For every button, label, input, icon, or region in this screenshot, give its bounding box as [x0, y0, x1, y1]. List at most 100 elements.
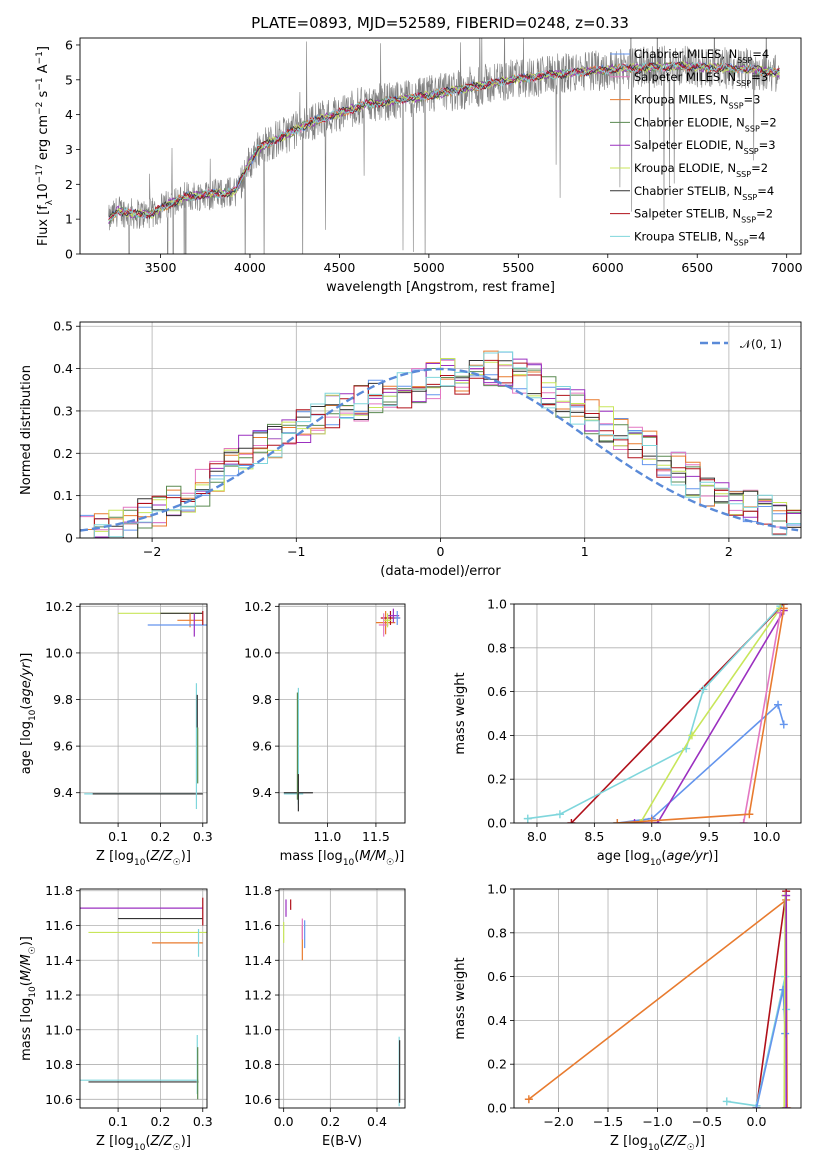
weight-marker — [687, 731, 696, 740]
x-tick-label: 5500 — [502, 260, 534, 275]
y-tick-label: 9.4 — [252, 785, 272, 800]
weight-marker — [613, 819, 622, 823]
weight-marker — [782, 891, 791, 900]
model-line-6 — [108, 61, 780, 220]
panel-mass_vs_ebv: 0.0 0.2 0.4 10.6 10.8 11.0 11.2 11.4 11.6 11.8 E(B… — [244, 883, 406, 1149]
y-tick-label: 11.8 — [45, 883, 73, 898]
weight-marker — [523, 814, 532, 823]
weight-marker — [630, 819, 639, 823]
x-axis-label: Z [log10(Z/Z☉)] — [96, 1134, 191, 1153]
panel-massweight_vs_age: 8.0 8.5 9.0 9.5 10.0 0.0 0.2 0.4 0.6 0.8 1.0 age [l… — [453, 597, 802, 868]
x-tick-label: 0.0 — [747, 1114, 767, 1129]
x-axis-label: E(B-V) — [322, 1134, 362, 1149]
legend-label: Salpeter ELODIE, NSSP=3 — [634, 138, 776, 156]
y-tick-label: 4 — [65, 107, 73, 122]
weight-marker — [779, 604, 788, 613]
x-tick-label: 0.0 — [274, 1114, 294, 1129]
x-tick-label: 6000 — [592, 260, 624, 275]
x-tick-label: 7000 — [771, 260, 803, 275]
x-tick-label: 2 — [725, 544, 733, 559]
y-tick-label: 0.4 — [487, 1013, 507, 1028]
x-tick-label: −2.0 — [543, 1114, 573, 1129]
y-tick-label: 9.4 — [53, 785, 73, 800]
x-tick-label: 10.0 — [753, 829, 781, 844]
x-tick-label: 3500 — [145, 260, 177, 275]
y-tick-label: 0.6 — [487, 684, 507, 699]
y-tick-label: 0 — [65, 247, 73, 262]
x-axis-label: Z [log10(Z/Z☉)] — [96, 849, 191, 868]
y-tick-label: 1.0 — [487, 882, 507, 897]
y-tick-label: 10.2 — [45, 599, 73, 614]
y-tick-label: 0.8 — [487, 925, 507, 940]
clipped-marks — [283, 608, 401, 812]
y-axis-label: age [log10(age/yr)] — [19, 653, 38, 775]
panel-mass_vs_Z: 0.1 0.2 0.3 10.6 10.8 11.0 11.2 11.4 11.6 11.8 Z [… — [19, 883, 213, 1153]
x-tick-label: 0.2 — [150, 829, 170, 844]
weight-marker — [745, 810, 754, 819]
y-tick-label: 11.6 — [244, 918, 272, 933]
figure-title: PLATE=0893, MJD=52589, FIBERID=0248, z=0… — [251, 14, 629, 32]
y-axis-label: mass [log10(M/M☉)] — [19, 936, 38, 1061]
x-tick-label: 9.5 — [699, 829, 719, 844]
clipped-marks — [108, 38, 780, 254]
weight-marker — [636, 819, 645, 823]
y-axis-label: Normed distribution — [19, 365, 34, 495]
y-tick-label: 11.2 — [45, 988, 73, 1003]
y-tick-label: 10.2 — [244, 599, 272, 614]
x-tick-label: 4000 — [234, 260, 266, 275]
y-tick-label: 0.1 — [53, 488, 73, 503]
axes-frame — [513, 888, 802, 1109]
x-tick-label: −1 — [287, 544, 305, 559]
x-tick-label: 6500 — [681, 260, 713, 275]
legend-label: Chabrier ELODIE, NSSP=2 — [634, 115, 777, 132]
x-tick-label: −1.0 — [642, 1114, 672, 1129]
x-axis-label: age [log10(age/yr)] — [597, 849, 719, 868]
weight-marker — [752, 1104, 761, 1108]
weight-line-1 — [527, 605, 781, 820]
x-tick-label: 5000 — [413, 260, 445, 275]
y-tick-label: 2 — [65, 177, 73, 192]
panel-age_vs_Z: 0.1 0.2 0.3 9.4 9.6 9.8 10.0 10.2 Z [log10(Z/Z☉)… — [19, 599, 213, 868]
y-tick-label: 0.0 — [487, 816, 507, 831]
y-tick-label: 10.6 — [45, 1092, 73, 1107]
clipped-marks — [283, 899, 401, 1107]
panel-massweight_vs_Z: −2.0 −1.5 −1.0 −0.5 0.0 0.0 0.2 0.4 0.6 0.8 1.0 Z [… — [453, 882, 802, 1153]
y-tick-label: 9.6 — [252, 739, 272, 754]
x-axis-label: (data-model)/error — [380, 564, 501, 579]
clipped-marks — [524, 889, 792, 1108]
weight-marker — [739, 819, 748, 823]
x-axis-label: mass [log10(M/M☉)] — [280, 849, 405, 868]
plot-area — [80, 889, 207, 1108]
histogram-5 — [80, 358, 801, 538]
y-tick-label: 11.4 — [45, 953, 73, 968]
weight-line-4 — [783, 895, 786, 1108]
axes-frame — [278, 888, 406, 1109]
y-tick-label: 11.8 — [244, 883, 272, 898]
x-tick-label: 0.2 — [150, 1114, 170, 1129]
y-tick-label: 11.0 — [244, 1022, 272, 1037]
panel-age_vs_mass: 11.0 11.5 9.4 9.6 9.8 10.0 10.2 mass [log10(M/M… — [244, 599, 406, 868]
y-tick-label: 10.6 — [244, 1092, 272, 1107]
x-tick-label: 0.3 — [193, 829, 213, 844]
y-tick-label: 0.2 — [53, 446, 73, 461]
y-axis-label: mass weight — [453, 672, 468, 754]
weight-marker — [524, 1095, 533, 1104]
weight-marker — [647, 816, 656, 823]
y-tick-label: 0.5 — [53, 319, 73, 334]
y-tick-label: 9.6 — [53, 739, 73, 754]
panel-spectrum: 3500 4000 4500 5000 5500 6000 6500 7000 0 1 2 3 4 5 6 C… — [35, 37, 803, 295]
weight-line-0 — [528, 898, 788, 1108]
weight-line-6 — [617, 608, 785, 823]
legend-label: Kroupa ELODIE, NSSP=2 — [634, 161, 768, 179]
x-tick-label: 0 — [437, 544, 445, 559]
x-tick-label: 1 — [581, 544, 589, 559]
x-tick-label: −0.5 — [692, 1114, 722, 1129]
weight-marker — [567, 819, 576, 823]
axes-frame — [513, 603, 802, 824]
x-tick-label: 8.0 — [527, 829, 547, 844]
axes-frame — [79, 321, 802, 539]
weight-marker — [774, 700, 783, 709]
plot-area — [514, 603, 801, 824]
y-tick-label: 10.8 — [244, 1057, 272, 1072]
x-tick-label: −2 — [143, 544, 161, 559]
